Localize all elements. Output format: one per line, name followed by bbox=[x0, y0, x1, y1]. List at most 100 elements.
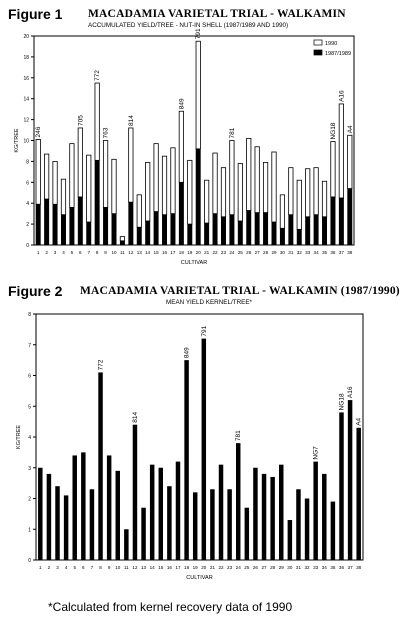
fig1-bar-4-1987-1989 bbox=[60, 214, 66, 246]
fig1-bar-23-1990 bbox=[220, 167, 227, 218]
fig1-x-tick-label: 2 bbox=[45, 250, 48, 255]
fig2-x-tick-label: 17 bbox=[175, 565, 181, 570]
fig2-bar-26 bbox=[253, 467, 258, 560]
fig1-bar-6-1987-1989 bbox=[77, 196, 83, 246]
fig2-bar-23 bbox=[227, 489, 232, 560]
fig2-x-tick-label: 21 bbox=[210, 565, 216, 570]
fig2-y-axis-label: KG/TREE bbox=[16, 425, 22, 449]
fig1-bar-27-1987-1989 bbox=[254, 212, 260, 246]
fig1-bar-33-1987-1989 bbox=[305, 216, 311, 246]
fig1-x-tick-label: 36 bbox=[330, 250, 336, 255]
fig2-x-tick-label: 20 bbox=[201, 565, 207, 570]
fig1-y-tick-label: 8 bbox=[26, 159, 29, 165]
fig1-x-tick-label: 23 bbox=[221, 250, 227, 255]
fig2-x-tick-label: 33 bbox=[313, 565, 319, 570]
fig2-x-tick-label: 6 bbox=[82, 565, 85, 570]
footnote: *Calculated from kernel recovery data of… bbox=[48, 600, 293, 614]
fig1-annotation-781: 781 bbox=[229, 127, 236, 138]
fig2-bar-9 bbox=[106, 455, 112, 560]
fig1-annotation-A4: A4 bbox=[347, 125, 354, 133]
fig2-x-tick-label: 37 bbox=[348, 565, 354, 570]
fig2-y-tick-label: 1 bbox=[28, 527, 31, 533]
figure1-subtitle: ACCUMULATED YIELD/TREE - NUT-IN SHELL (1… bbox=[88, 22, 289, 29]
fig2-bar-18 bbox=[184, 360, 189, 560]
fig1-y-tick-label: 6 bbox=[26, 180, 29, 186]
fig2-bar-33 bbox=[313, 461, 318, 560]
fig1-x-tick-label: 35 bbox=[322, 250, 328, 255]
fig1-x-tick-label: 19 bbox=[187, 250, 193, 255]
fig1-bar-10-1990 bbox=[111, 158, 117, 215]
fig1-bar-36-1990 bbox=[330, 141, 336, 198]
fig1-bar-12-1987-1989 bbox=[128, 201, 134, 246]
fig2-x-tick-label: 2 bbox=[48, 565, 51, 570]
fig1-y-tick-label: 10 bbox=[23, 139, 29, 145]
fig1-bar-3-1990 bbox=[52, 160, 58, 205]
fig1-legend-swatch bbox=[313, 39, 323, 46]
fig1-bar-19-1987-1989 bbox=[187, 223, 193, 246]
fig1-y-axis-label: KG/TREE bbox=[14, 128, 20, 152]
fig1-bar-31-1987-1989 bbox=[288, 214, 294, 246]
fig1-bar-29-1990 bbox=[271, 151, 277, 223]
fig1-bar-32-1987-1989 bbox=[296, 229, 302, 246]
fig1-bar-11-1987-1989 bbox=[119, 240, 125, 246]
fig1-x-tick-label: 8 bbox=[96, 250, 99, 255]
fig2-y-tick-label: 8 bbox=[28, 312, 31, 318]
fig2-bar-28 bbox=[270, 476, 275, 560]
fig1-annotation-NG18: NG18 bbox=[330, 122, 337, 139]
fig2-x-tick-label: 12 bbox=[132, 565, 138, 570]
fig2-annotation-781: 781 bbox=[235, 430, 242, 441]
fig1-x-tick-label: 27 bbox=[255, 250, 261, 255]
figure2-label: Figure 2 bbox=[8, 283, 63, 299]
fig2-bar-34 bbox=[322, 473, 327, 560]
fig1-bar-30-1990 bbox=[279, 194, 286, 229]
fig1-bar-17-1990 bbox=[170, 147, 176, 215]
fig1-bar-27-1990 bbox=[254, 146, 260, 214]
fig1-bar-37-1987-1989 bbox=[338, 197, 344, 246]
fig2-bar-36 bbox=[339, 412, 344, 560]
fig1-bar-9-1990 bbox=[102, 140, 109, 208]
fig2-bar-16 bbox=[167, 486, 172, 560]
fig1-annotation-A16: A16 bbox=[338, 90, 345, 102]
fig1-x-tick-label: 11 bbox=[120, 250, 125, 255]
fig2-bar-2 bbox=[46, 473, 52, 560]
fig2-bar-5 bbox=[72, 455, 77, 560]
fig2-bar-29 bbox=[279, 464, 284, 560]
fig1-bar-2-1990 bbox=[44, 153, 50, 200]
fig2-x-tick-label: 22 bbox=[218, 565, 224, 570]
fig1-y-tick-label: 2 bbox=[26, 222, 29, 228]
fig1-x-tick-label: 10 bbox=[111, 250, 117, 255]
fig2-annotation-791: 791 bbox=[201, 325, 208, 336]
fig2-x-tick-label: 26 bbox=[253, 565, 259, 570]
fig2-bar-11 bbox=[124, 529, 129, 560]
fig1-annotation-772: 772 bbox=[94, 70, 101, 81]
fig1-x-tick-label: 17 bbox=[170, 250, 176, 255]
fig2-bar-6 bbox=[81, 452, 86, 560]
fig1-bar-21-1990 bbox=[204, 179, 210, 224]
fig1-x-tick-label: 32 bbox=[297, 250, 303, 255]
fig1-annotation-763: 763 bbox=[103, 127, 110, 138]
fig1-bar-16-1987-1989 bbox=[162, 214, 168, 246]
fig1-annotation-849: 849 bbox=[178, 98, 185, 109]
fig1-bar-1-1990 bbox=[35, 139, 41, 205]
fig1-bar-20-1990 bbox=[195, 40, 201, 150]
fig1-y-tick-label: 12 bbox=[23, 118, 29, 124]
fig1-bar-22-1990 bbox=[212, 152, 218, 215]
fig1-x-tick-label: 33 bbox=[305, 250, 311, 255]
fig1-bar-16-1990 bbox=[161, 155, 168, 216]
fig2-x-tick-label: 28 bbox=[270, 565, 276, 570]
fig1-bar-35-1987-1989 bbox=[322, 216, 328, 246]
fig2-bar-10 bbox=[115, 470, 120, 560]
fig1-x-tick-label: 3 bbox=[54, 250, 57, 255]
fig2-x-tick-label: 24 bbox=[236, 565, 242, 570]
fig1-bar-26-1990 bbox=[246, 138, 252, 211]
fig2-bar-19 bbox=[192, 492, 198, 560]
fig2-x-tick-label: 4 bbox=[65, 565, 68, 570]
fig2-bar-13 bbox=[141, 507, 146, 560]
figure1-label: Figure 1 bbox=[8, 6, 63, 22]
fig1-bar-32-1990 bbox=[296, 179, 302, 230]
fig1-bar-28-1990 bbox=[262, 162, 269, 214]
fig2-x-tick-label: 8 bbox=[99, 565, 102, 570]
fig1-x-tick-label: 18 bbox=[179, 250, 185, 255]
fig1-bar-2-1987-1989 bbox=[44, 198, 50, 246]
fig1-x-tick-label: 6 bbox=[79, 250, 82, 255]
